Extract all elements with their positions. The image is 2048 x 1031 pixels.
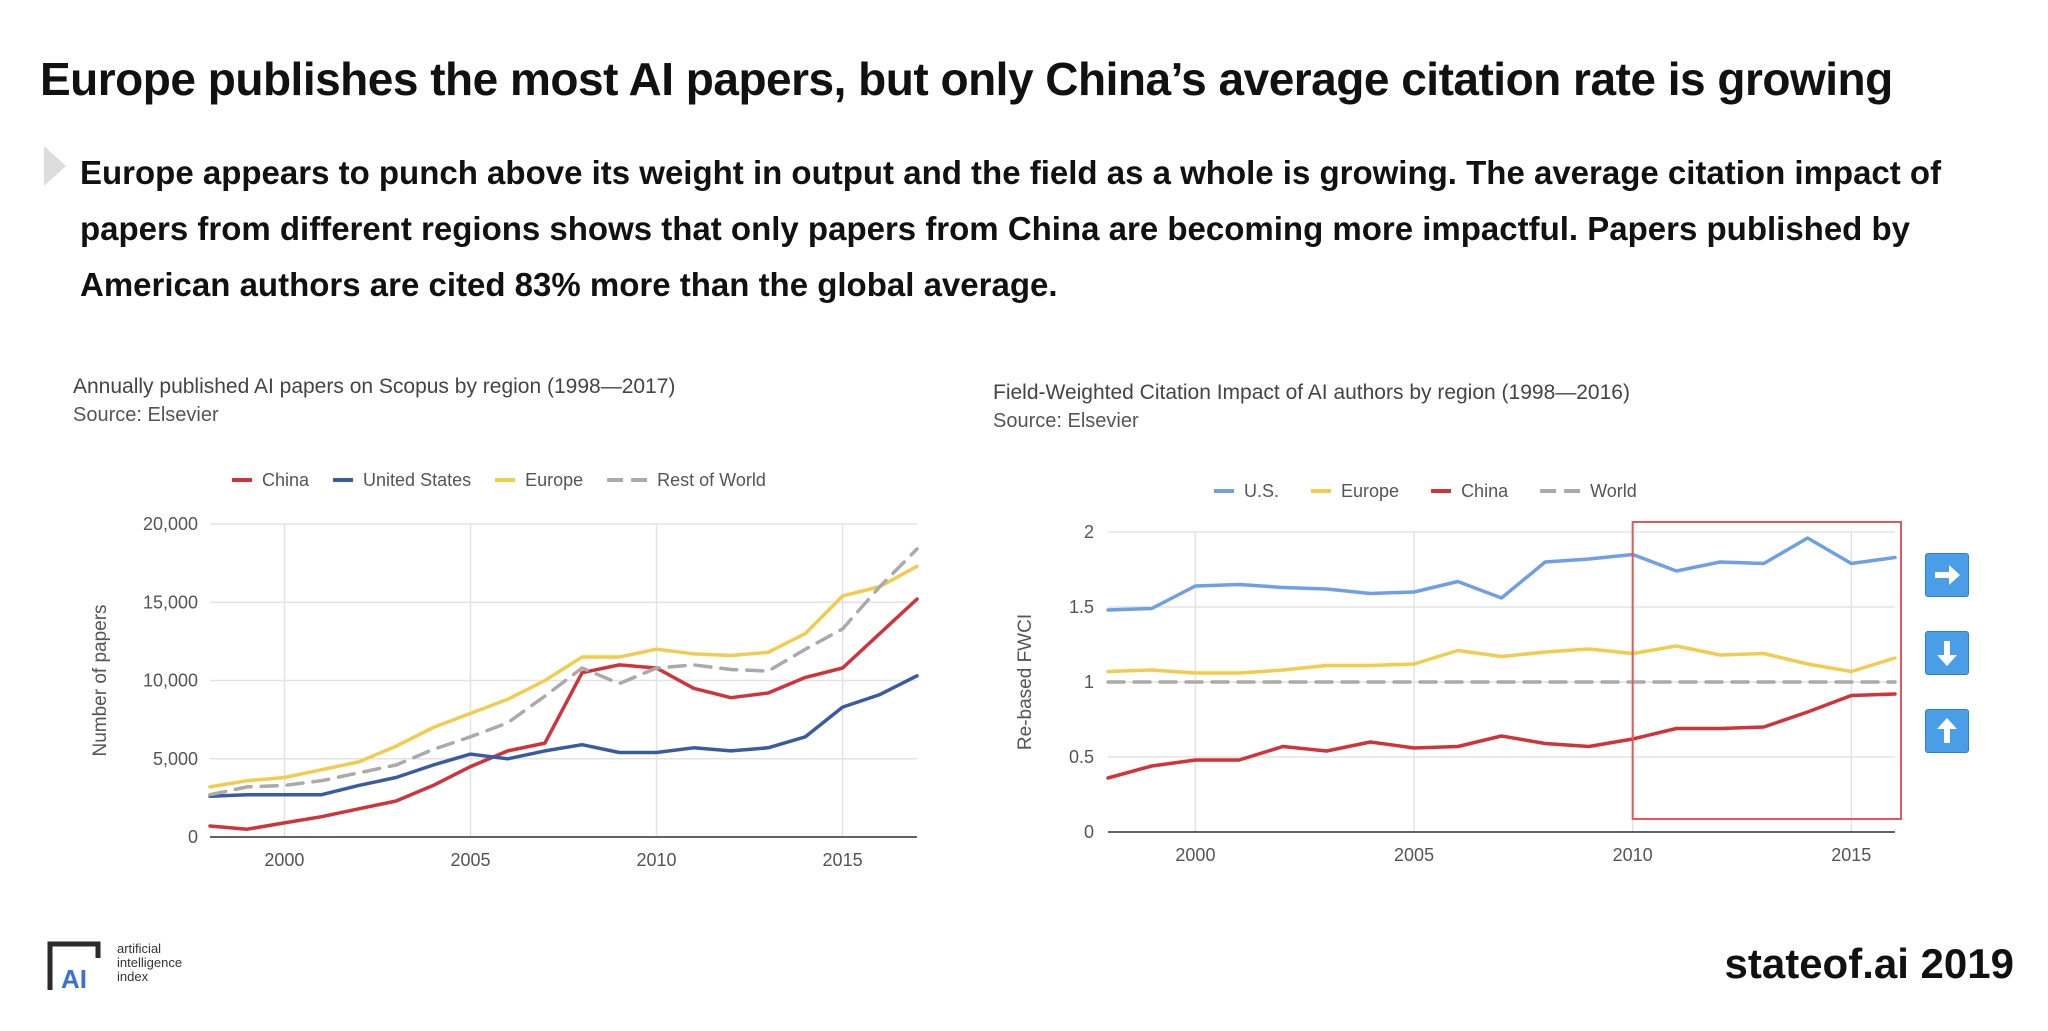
- chart-left-y-axis-label: Number of papers: [90, 604, 111, 756]
- chart-right-ytick-label: 2: [1084, 522, 1094, 542]
- logo-line: artificial: [117, 941, 162, 956]
- chart-right-series-line-china: [1106, 692, 1897, 780]
- chart-right-legend-label: China: [1461, 481, 1509, 501]
- chart-left-legend-label: Rest of World: [657, 470, 766, 490]
- arrow-down-icon: [1937, 641, 1957, 666]
- ai-index-logo: AI: [47, 941, 101, 994]
- chart-left-title: Annually published AI papers on Scopus b…: [73, 375, 676, 398]
- arrow-right-icon: [1935, 565, 1960, 585]
- chart-right-xtick-label: 2000: [1175, 845, 1215, 865]
- chart-left-series-line-rest-of-world: [208, 547, 919, 797]
- arrow-up-button[interactable]: [1925, 709, 1969, 753]
- chart-left-ytick-label: 15,000: [143, 592, 198, 612]
- chart-right-ytick-label: 0.5: [1069, 747, 1094, 767]
- chart-left-series-line-europe: [208, 564, 919, 789]
- chart-left-source: Source: Elsevier: [73, 404, 219, 426]
- footer-brand: stateof.ai 2019: [1724, 940, 2015, 987]
- chart-left-ytick-label: 10,000: [143, 671, 198, 691]
- chart-right-legend-label: U.S.: [1244, 481, 1279, 501]
- logo-text: artificial intelligence index: [117, 942, 182, 984]
- chart-left-series-line-united-states: [208, 674, 919, 799]
- chart-right-ytick-label: 1.5: [1069, 597, 1094, 617]
- chart-left-ytick-label: 0: [188, 827, 198, 847]
- chart-right-legend-label: Europe: [1341, 481, 1399, 501]
- bullet-arrow-icon: [44, 146, 66, 186]
- chart-right-ytick-label: 0: [1084, 822, 1094, 842]
- chart-right-xtick-label: 2015: [1831, 845, 1871, 865]
- chart-left-xtick-label: 2015: [823, 850, 863, 870]
- arrow-right-button[interactable]: [1925, 553, 1969, 597]
- chart-left-series-line-china: [208, 597, 919, 831]
- chart-right-y-axis-label: Re-based FWCI: [1015, 614, 1036, 750]
- slide-title: Europe publishes the most AI papers, but…: [40, 53, 1893, 105]
- chart-left-legend-label: Europe: [525, 470, 583, 490]
- slide-body-text: Europe appears to punch above its weight…: [80, 154, 1942, 303]
- chart-right-series-line-europe: [1106, 644, 1897, 675]
- logo-mark: AI: [61, 964, 87, 994]
- chart-left-legend-label: China: [262, 470, 310, 490]
- chart-right-xtick-label: 2005: [1394, 845, 1434, 865]
- arrow-up-icon: [1937, 718, 1957, 743]
- chart-left-xtick-label: 2000: [264, 850, 304, 870]
- chart-left-xtick-label: 2005: [450, 850, 490, 870]
- chart-left-legend-label: United States: [363, 470, 471, 490]
- chart-left-ytick-label: 5,000: [153, 749, 198, 769]
- logo-line: index: [117, 969, 149, 984]
- chart-left-ytick-label: 20,000: [143, 514, 198, 534]
- chart-left-xtick-label: 2010: [637, 850, 677, 870]
- chart-right-series-line-u-s-: [1106, 536, 1897, 612]
- chart-right-source: Source: Elsevier: [993, 410, 1139, 432]
- logo-line: intelligence: [117, 955, 183, 970]
- arrow-down-button[interactable]: [1925, 631, 1969, 675]
- chart-right-ytick-label: 1: [1084, 672, 1094, 692]
- chart-right-xtick-label: 2010: [1613, 845, 1653, 865]
- chart-right-title: Field-Weighted Citation Impact of AI aut…: [993, 381, 1630, 404]
- chart-right-highlight-box: [1631, 521, 1902, 820]
- chart-right-legend-label: World: [1590, 481, 1637, 501]
